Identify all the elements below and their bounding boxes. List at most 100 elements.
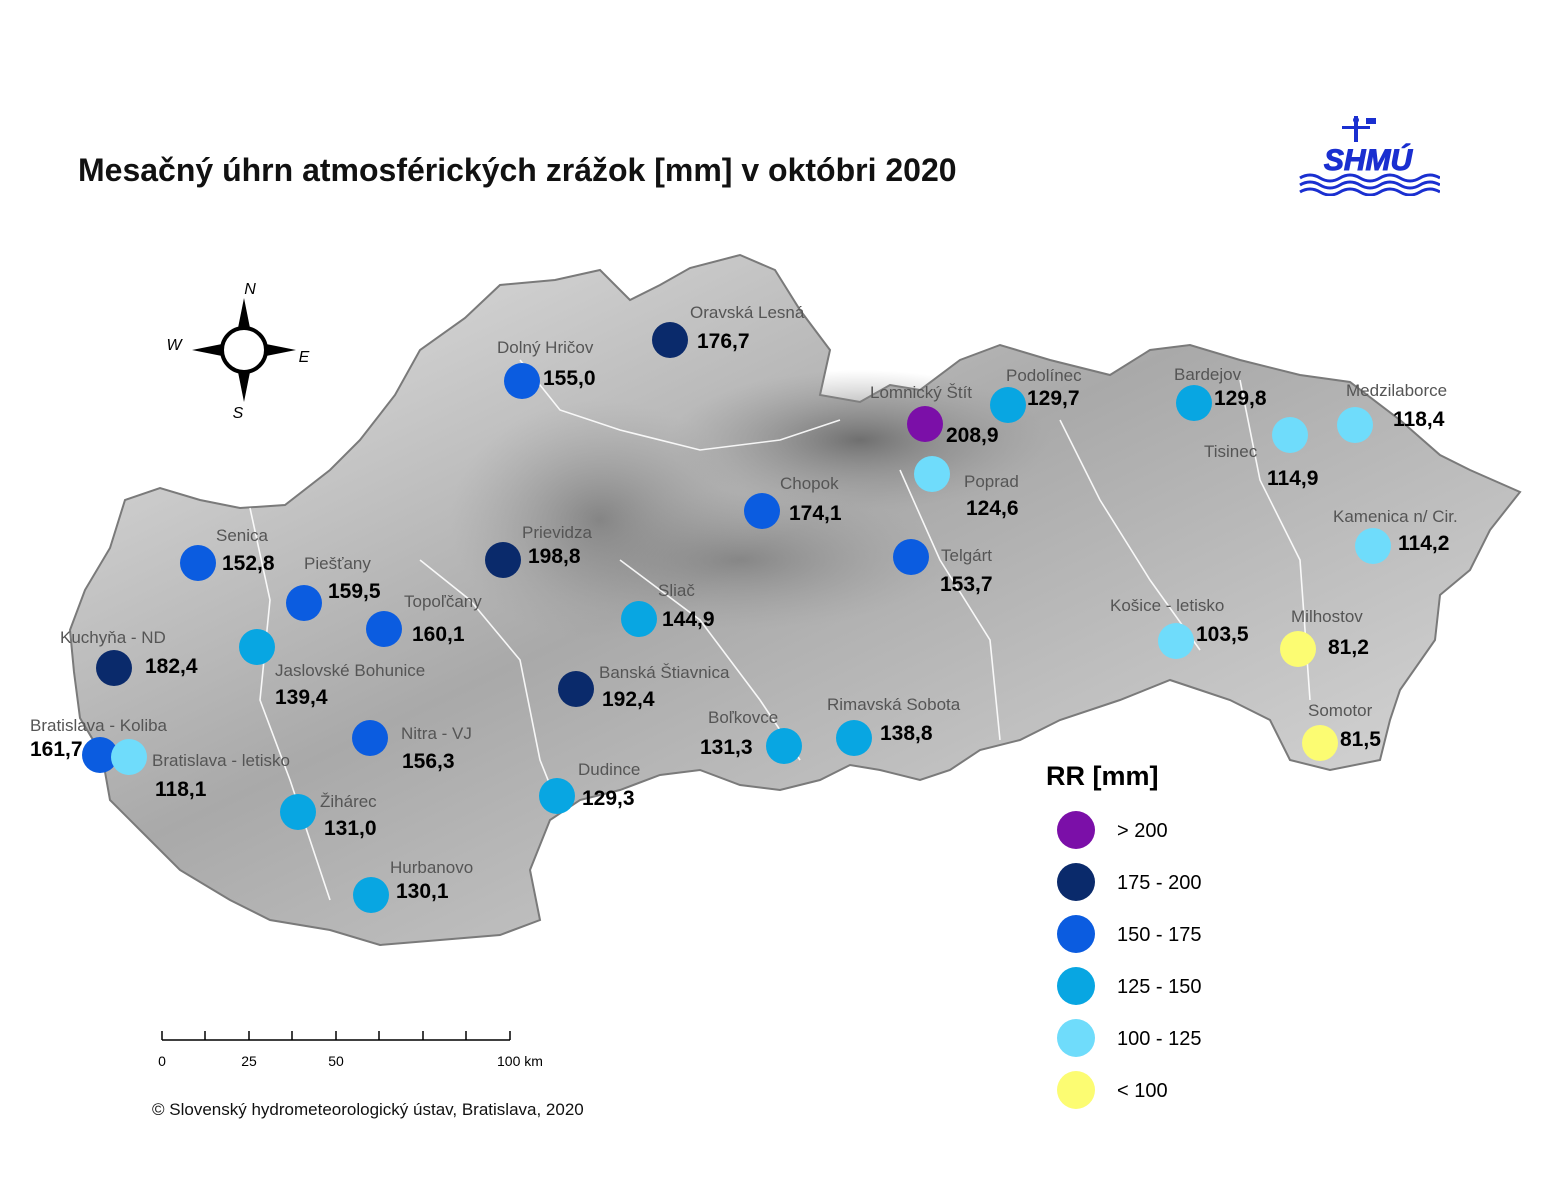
legend-swatch (1057, 1019, 1095, 1057)
station-value: 81,2 (1328, 636, 1369, 659)
station-marker (111, 739, 147, 775)
compass-rose-icon (192, 298, 296, 402)
station-name: Topoľčany (404, 592, 482, 611)
legend-label: 100 - 125 (1117, 1028, 1202, 1050)
station-name: Prievidza (522, 523, 592, 542)
station-marker (914, 456, 950, 492)
station-marker (1302, 725, 1338, 761)
station-name: Nitra - VJ (401, 724, 472, 743)
station-name: Tisinec (1204, 442, 1258, 461)
station-value: 130,1 (396, 880, 449, 903)
legend-label: 125 - 150 (1117, 976, 1202, 998)
station-name: Košice - letisko (1110, 596, 1224, 615)
station-marker (366, 611, 402, 647)
station-value: 118,1 (155, 778, 207, 801)
legend-swatch (1057, 863, 1095, 901)
station-name: Senica (216, 526, 269, 545)
legend-label: < 100 (1117, 1080, 1168, 1102)
station-name: Jaslovské Bohunice (275, 661, 425, 680)
station-name: Lomnický Štít (870, 383, 972, 402)
station-marker (1272, 417, 1308, 453)
station-marker (82, 737, 118, 773)
station-marker (1337, 407, 1373, 443)
compass-e-label: E (299, 349, 310, 366)
compass-s-label: S (233, 405, 244, 422)
station-name: Piešťany (304, 554, 371, 573)
scale-tick-label: 0 (158, 1053, 166, 1069)
station-marker (485, 542, 521, 578)
station-name: Dolný Hričov (497, 338, 594, 357)
station-name: Banská Štiavnica (599, 663, 730, 682)
station-marker (539, 778, 575, 814)
station-name: Bratislava - Koliba (30, 716, 168, 735)
station-marker (352, 720, 388, 756)
station-value: 152,8 (222, 552, 275, 575)
station-value: 129,3 (582, 787, 635, 810)
station-name: Dudince (578, 760, 640, 779)
station-marker (621, 601, 657, 637)
station-value: 192,4 (602, 688, 655, 711)
station-value: 198,8 (528, 545, 581, 568)
station-value: 129,8 (1214, 387, 1267, 410)
station-name: Somotor (1308, 701, 1373, 720)
tatra-relief (670, 370, 1050, 510)
scale-tick-label: 100 km (497, 1053, 543, 1069)
station-value: 114,2 (1398, 532, 1449, 555)
station-value: 81,5 (1340, 728, 1381, 751)
low-tatra-relief (530, 490, 950, 630)
station-name: Telgárt (941, 546, 992, 565)
station-value: 131,3 (700, 736, 753, 759)
station-marker (1176, 385, 1212, 421)
station-marker (239, 629, 275, 665)
station-value: 174,1 (789, 502, 842, 525)
station-value: 118,4 (1393, 408, 1445, 431)
legend-label: > 200 (1117, 820, 1168, 842)
station-marker (180, 545, 216, 581)
station-name: Poprad (964, 472, 1019, 491)
legend-swatch (1057, 915, 1095, 953)
station-name: Kuchyňa - ND (60, 628, 166, 647)
station-name: Chopok (780, 474, 839, 493)
shmu-logo: SHMÚ (1299, 116, 1440, 196)
station-marker (353, 877, 389, 913)
station-name: Hurbanovo (390, 858, 473, 877)
station-name: Podolínec (1006, 366, 1082, 385)
compass-n-label: N (244, 281, 256, 298)
station-marker (280, 794, 316, 830)
scale-bar (161, 1031, 511, 1041)
station-marker (96, 650, 132, 686)
scale-tick-label: 25 (241, 1053, 257, 1069)
station-marker (990, 387, 1026, 423)
station-marker (744, 493, 780, 529)
station-value: 176,7 (697, 330, 750, 353)
station-name: Rimavská Sobota (827, 695, 961, 714)
station-value: 153,7 (940, 573, 993, 596)
station-name: Oravská Lesná (690, 303, 805, 322)
copyright-text: © Slovenský hydrometeorologický ústav, B… (152, 1100, 584, 1119)
station-marker (1355, 528, 1391, 564)
station-value: 114,9 (1267, 467, 1318, 490)
legend-label: 150 - 175 (1117, 924, 1202, 946)
station-value: 208,9 (946, 424, 999, 447)
station-marker (558, 671, 594, 707)
station-name: Bratislava - letisko (152, 751, 290, 770)
station-value: 159,5 (328, 580, 381, 603)
station-value: 124,6 (966, 497, 1019, 520)
station-marker (286, 585, 322, 621)
station-value: 129,7 (1027, 387, 1080, 410)
legend-swatch (1057, 811, 1095, 849)
station-value: 103,5 (1196, 623, 1249, 646)
station-marker (1158, 623, 1194, 659)
station-name: Kamenica n/ Cir. (1333, 507, 1458, 526)
station-marker (766, 728, 802, 764)
legend-label: 175 - 200 (1117, 872, 1202, 894)
station-value: 138,8 (880, 722, 933, 745)
scale-tick-label: 50 (328, 1053, 344, 1069)
station-value: 144,9 (662, 608, 715, 631)
station-name: Medzilaborce (1346, 381, 1447, 400)
station-name: Sliač (658, 581, 695, 600)
legend-title: RR [mm] (1046, 761, 1159, 791)
station-marker (907, 406, 943, 442)
compass-w-label: W (166, 337, 183, 354)
